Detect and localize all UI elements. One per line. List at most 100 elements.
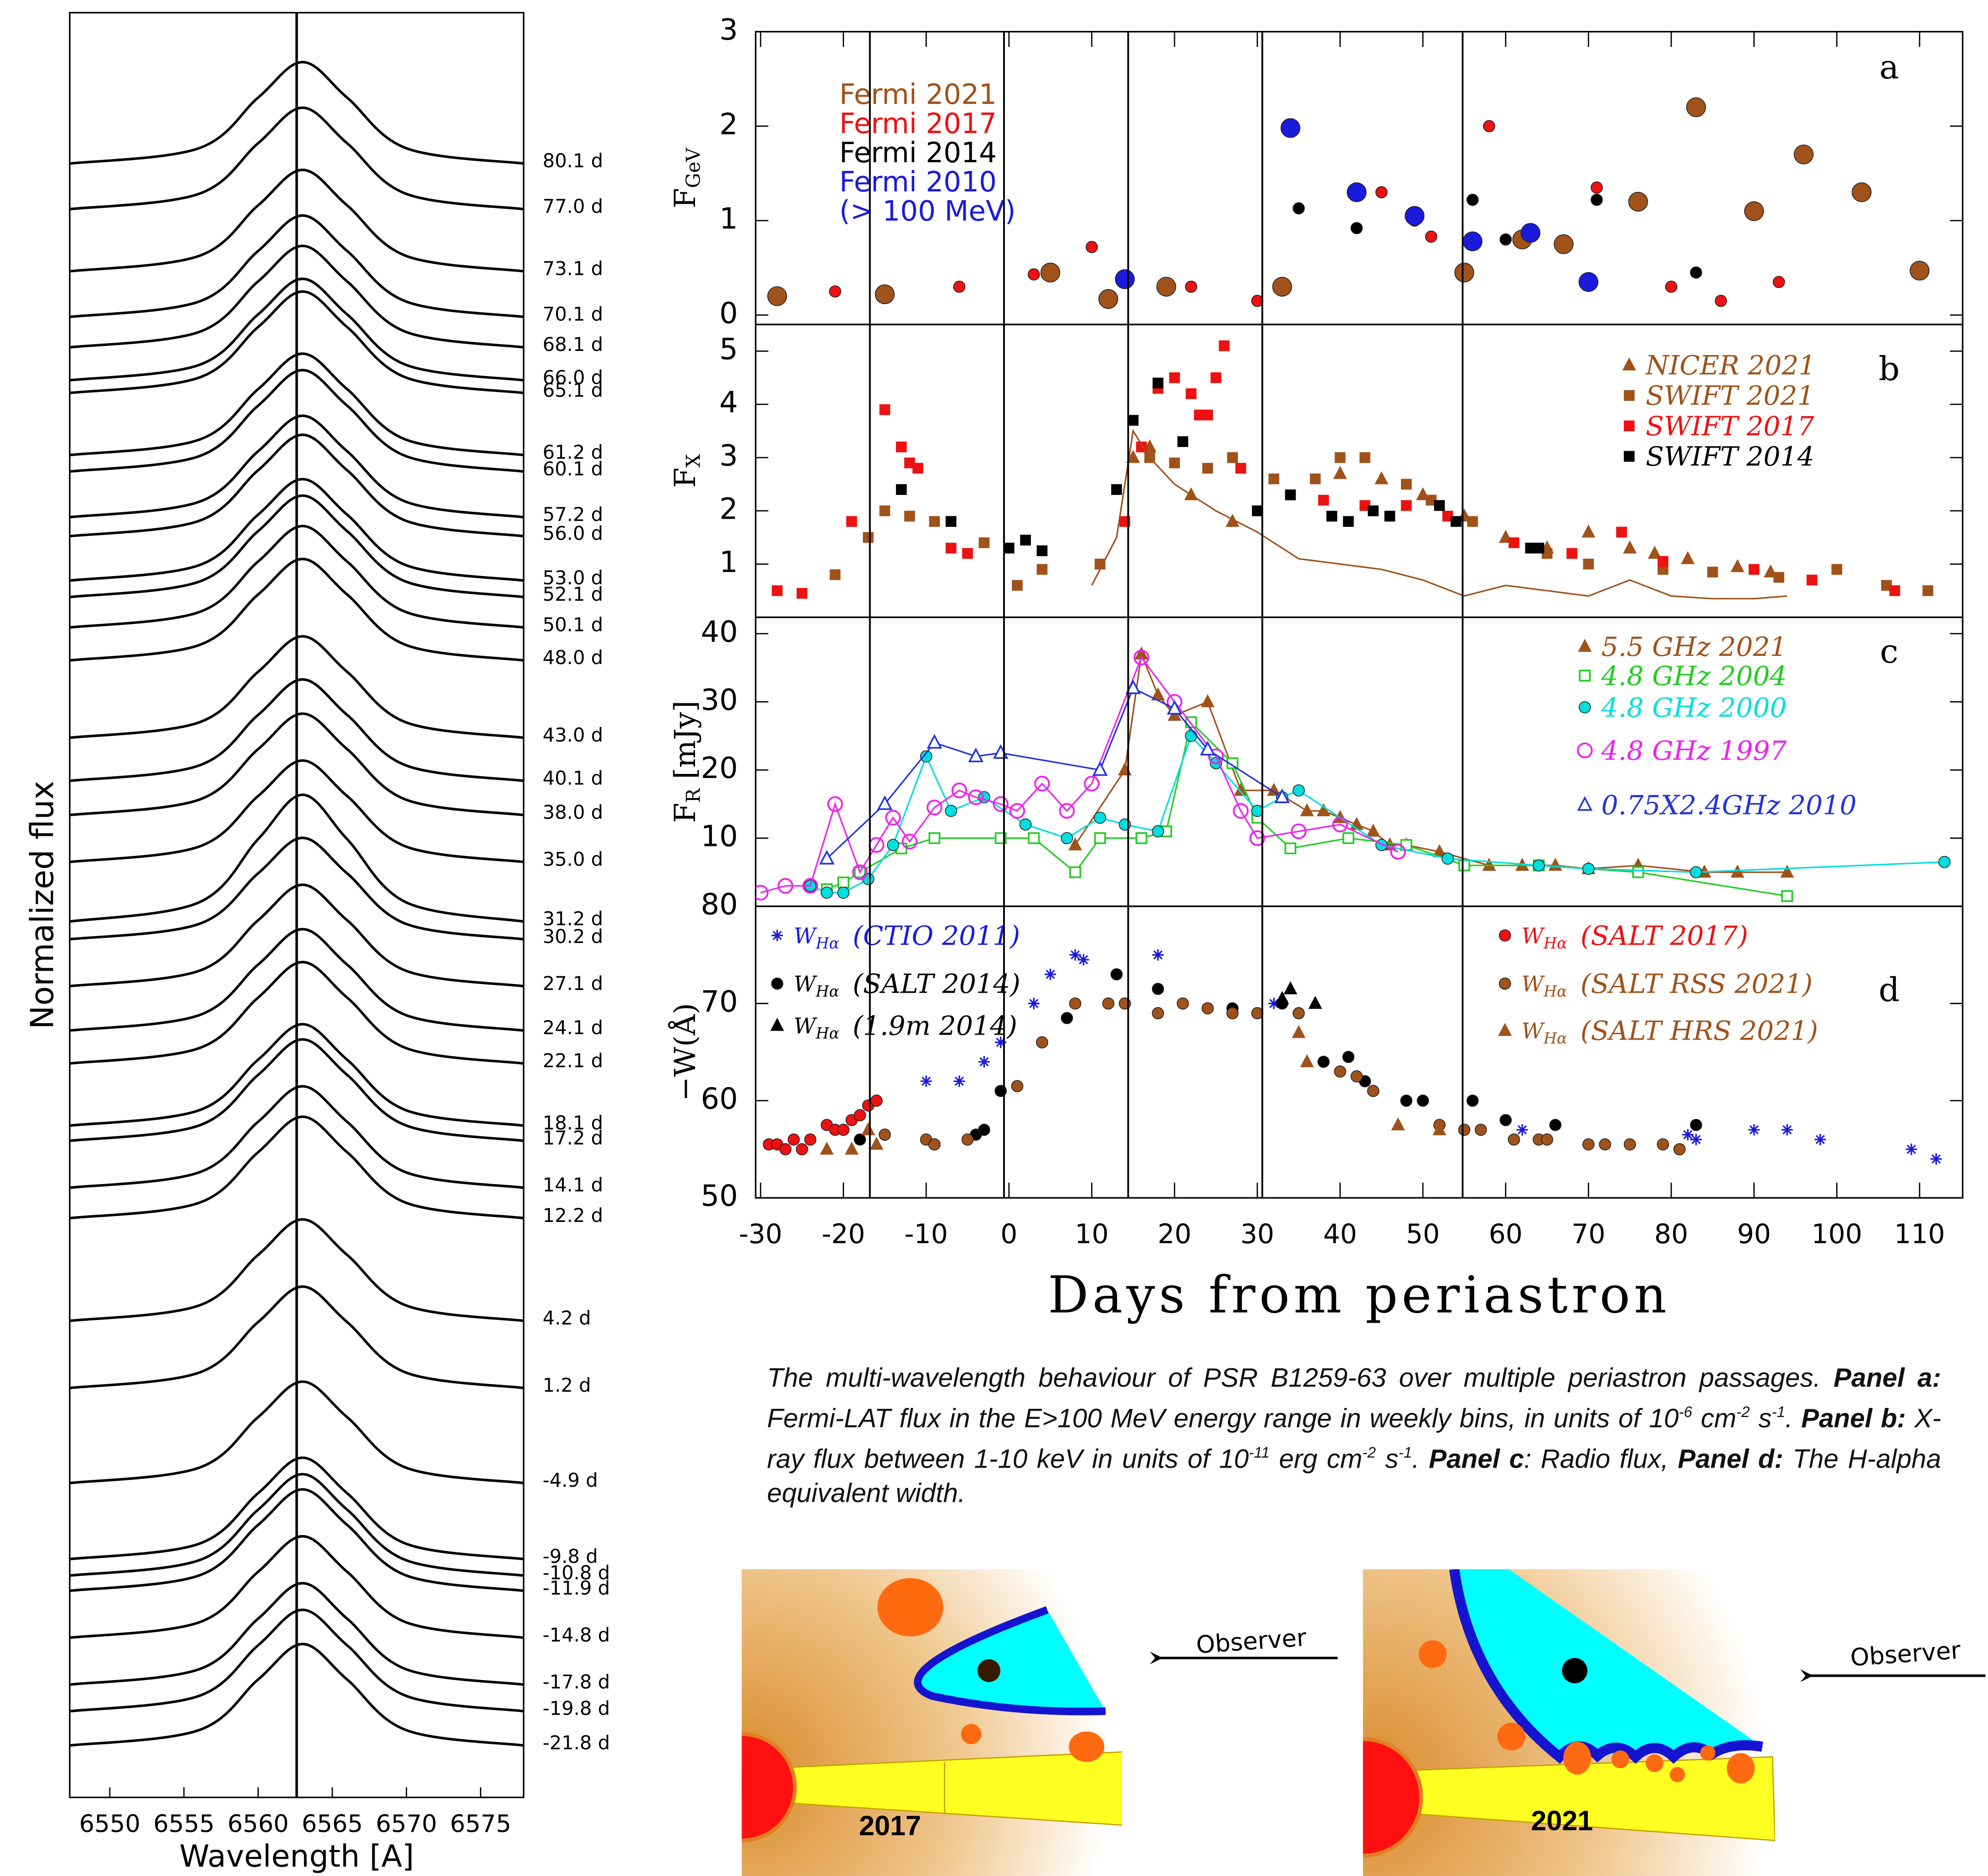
data-point xyxy=(928,832,941,844)
data-point xyxy=(1200,694,1215,707)
spectrum-line xyxy=(69,433,524,538)
data-point xyxy=(1275,991,1289,1004)
spectrum-line xyxy=(69,883,524,988)
data-point xyxy=(1317,1056,1330,1068)
data-point xyxy=(1086,241,1098,253)
data-point xyxy=(1185,280,1197,293)
spectrum-label: -19.8 d xyxy=(543,1697,610,1720)
clump xyxy=(877,1578,943,1637)
data-point xyxy=(1648,546,1662,559)
x-axis-label: Days from periastron xyxy=(1048,1266,1670,1325)
data-point xyxy=(1350,1070,1363,1082)
data-point xyxy=(1332,816,1348,833)
spectrum-line xyxy=(69,494,524,598)
data-point xyxy=(1009,803,1025,819)
spectrum-line xyxy=(69,1608,524,1713)
spectrum-label: -10.8 d xyxy=(543,1562,610,1584)
data-point xyxy=(772,585,783,596)
data-point xyxy=(1251,294,1264,307)
data-point xyxy=(788,1133,800,1146)
data-point xyxy=(1665,280,1678,293)
data-point xyxy=(927,734,942,749)
data-point xyxy=(1185,730,1197,742)
data-point xyxy=(1781,890,1793,902)
x-tick-label: 40 xyxy=(1323,1219,1357,1250)
data-point xyxy=(1463,231,1483,252)
data-point xyxy=(1068,837,1082,850)
legend-prefix-sub: Hα xyxy=(815,934,839,952)
data-point xyxy=(1458,859,1470,871)
spectrum-label: 24.1 d xyxy=(543,1016,603,1039)
data-point xyxy=(1508,1133,1520,1146)
data-point xyxy=(885,809,901,826)
legend-marker xyxy=(1623,451,1635,462)
legend-prefix: W xyxy=(793,972,817,997)
legend-marker xyxy=(1579,701,1591,714)
data-point xyxy=(1938,856,1951,868)
data-point xyxy=(1748,564,1760,575)
data-point xyxy=(1681,551,1695,564)
caption-text: Panel c xyxy=(1428,1445,1524,1474)
data-point xyxy=(770,1018,784,1031)
data-point xyxy=(1690,866,1702,879)
y-tick-label: 80 xyxy=(701,888,738,922)
data-point xyxy=(968,747,984,763)
spectrum-label: 57.2 d xyxy=(543,503,603,526)
data-point xyxy=(1466,194,1479,206)
legend-label: SWIFT 2014 xyxy=(1646,441,1814,472)
observer-label: Observer xyxy=(1849,1636,1962,1672)
legend-name: (CTIO 2011) xyxy=(839,920,1020,951)
data-point xyxy=(1347,182,1367,202)
data-point xyxy=(1401,500,1412,511)
spectrum-label: 12.2 d xyxy=(543,1204,603,1227)
spectrum-line xyxy=(69,759,524,863)
legend-marker xyxy=(1498,1023,1512,1036)
y-tick-label: 1 xyxy=(719,546,738,579)
legend-name: SWIFT 2021 xyxy=(1646,380,1814,411)
spectrum-label: 35.0 d xyxy=(543,848,603,870)
spectrum-label: 77.0 d xyxy=(543,195,603,217)
y-axis-label: Normalized flux xyxy=(24,781,61,1029)
decretion-disc xyxy=(742,1751,1122,1826)
legend-label: Fermi 2014 xyxy=(839,137,997,169)
legend-label: SWIFT 2021 xyxy=(1646,380,1814,411)
data-point xyxy=(1318,495,1329,506)
data-point xyxy=(1657,1138,1669,1151)
spectrum-line xyxy=(69,290,524,394)
data-point xyxy=(962,548,973,559)
data-point xyxy=(993,796,1009,812)
spectrum-line xyxy=(69,106,524,211)
data-point xyxy=(1210,372,1221,383)
y-axis-label-main: F xyxy=(668,468,702,488)
data-point xyxy=(804,1133,817,1146)
clump xyxy=(1700,1745,1715,1761)
data-point xyxy=(1690,1134,1702,1145)
data-point xyxy=(1707,567,1718,577)
data-point xyxy=(1268,998,1280,1010)
legend-prefix: W xyxy=(793,1014,817,1039)
data-point xyxy=(978,1056,990,1068)
data-point xyxy=(1098,289,1118,309)
y-tick-label: 50 xyxy=(701,1180,738,1213)
caption-text: -2 xyxy=(1362,1443,1376,1462)
data-point xyxy=(771,929,783,941)
data-point xyxy=(1293,784,1305,797)
legend-marker xyxy=(1578,639,1592,652)
spectrum-line xyxy=(69,635,524,739)
y-tick-label: 30 xyxy=(701,683,738,717)
spectrum-label: 4.2 d xyxy=(543,1307,591,1329)
spectrum-line xyxy=(69,1085,524,1189)
x-tick-label: 6555 xyxy=(153,1810,214,1838)
legend-prefix-sub: Hα xyxy=(1543,1029,1567,1047)
x-tick-label: 90 xyxy=(1737,1219,1771,1250)
legend-label: WHα (SALT HRS 2021) xyxy=(1521,1015,1818,1047)
spectrum-label: 40.1 d xyxy=(543,767,603,789)
data-point xyxy=(1028,998,1040,1010)
data-point xyxy=(1583,558,1594,570)
data-point xyxy=(1126,450,1140,463)
legend-marker xyxy=(1623,390,1635,401)
data-point xyxy=(1036,545,1048,557)
legend-label: Fermi 2010 xyxy=(839,166,997,198)
data-point xyxy=(1334,452,1346,463)
